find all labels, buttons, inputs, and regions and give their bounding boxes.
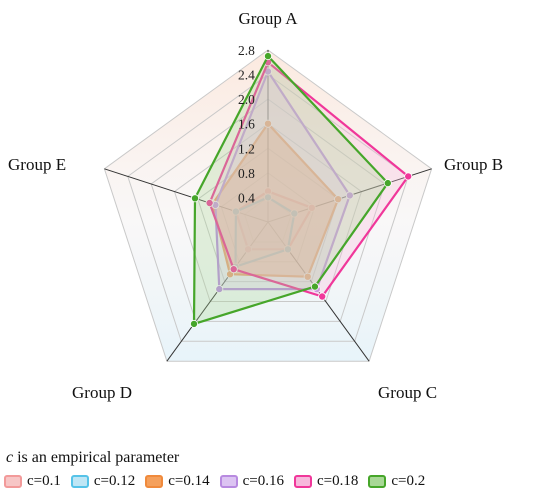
legend-swatch xyxy=(294,475,312,488)
axis-label-group-d: Group D xyxy=(72,383,132,402)
legend-swatch xyxy=(70,475,89,488)
grid-ring xyxy=(150,98,386,322)
data-point xyxy=(404,172,413,181)
series-polygon xyxy=(214,70,351,291)
tick-label: 0.8 xyxy=(238,166,255,181)
legend-swatch xyxy=(4,475,22,488)
legend-item: c=0.14 xyxy=(145,473,210,490)
tick-label: 1.6 xyxy=(238,117,255,132)
legend-title-text: is an empirical parameter xyxy=(13,449,180,466)
data-point xyxy=(215,285,224,294)
axis-label-group-c: Group C xyxy=(378,383,437,402)
legend-label: c=0.14 xyxy=(168,473,210,489)
data-point xyxy=(334,195,343,204)
data-point xyxy=(263,52,272,61)
legend-item: c=0.16 xyxy=(219,473,284,490)
tick-label: 2.8 xyxy=(238,43,255,58)
data-point xyxy=(383,179,392,188)
legend-label: c=0.16 xyxy=(242,473,284,489)
data-point xyxy=(345,191,354,200)
axis-label-group-e: Group E xyxy=(8,155,66,174)
series-polygon xyxy=(192,54,389,325)
legend-swatch xyxy=(219,475,238,488)
radial-ticks: 0.4 0.8 1.2 1.6 2.0 2.4 2.8 xyxy=(238,43,255,205)
axis-label-group-a: Group A xyxy=(238,9,298,28)
series-c-0-2 xyxy=(189,52,392,328)
legend-label: c=0.12 xyxy=(93,473,136,489)
axis-labels: Group A Group B Group C Group D Group E xyxy=(8,9,503,402)
tick-label: 0.4 xyxy=(238,190,255,205)
legend-swatch xyxy=(368,475,387,488)
tick-label: 2.0 xyxy=(238,92,255,107)
radar-series xyxy=(189,52,413,328)
legend-item: c=0.2 xyxy=(368,473,425,490)
legend-item: c=0.18 xyxy=(294,473,358,490)
axis-label-group-b: Group B xyxy=(444,155,503,174)
legend-items: c=0.1 c=0.12 c=0.14 c=0.16 c=0.18 c=0.2 xyxy=(4,473,435,490)
legend-title-param: c xyxy=(6,449,14,466)
tick-label: 2.4 xyxy=(238,68,255,83)
series-c-0-18 xyxy=(205,58,413,301)
series-polygon xyxy=(208,61,410,298)
series-c-0-16 xyxy=(211,67,354,294)
legend-label: c=0.2 xyxy=(391,473,426,489)
data-point xyxy=(303,272,312,281)
data-point xyxy=(310,282,319,291)
data-point xyxy=(229,265,238,274)
grid-ring xyxy=(127,73,409,342)
grid-ring xyxy=(103,49,433,362)
legend-item: c=0.12 xyxy=(70,473,136,490)
data-point xyxy=(205,198,214,207)
data-point xyxy=(190,194,199,203)
legend-label: c=0.1 xyxy=(27,473,61,489)
legend-swatch xyxy=(145,475,164,488)
data-point xyxy=(189,319,198,328)
legend-title: c is an empirical parameter xyxy=(6,449,179,467)
legend: c is an empirical parameter c=0.1 c=0.12 c… xyxy=(0,449,550,499)
data-point xyxy=(263,119,272,128)
legend-label: c=0.18 xyxy=(317,473,359,489)
legend-item: c=0.1 xyxy=(4,473,61,490)
data-point xyxy=(318,292,327,301)
tick-label: 1.2 xyxy=(238,141,255,156)
